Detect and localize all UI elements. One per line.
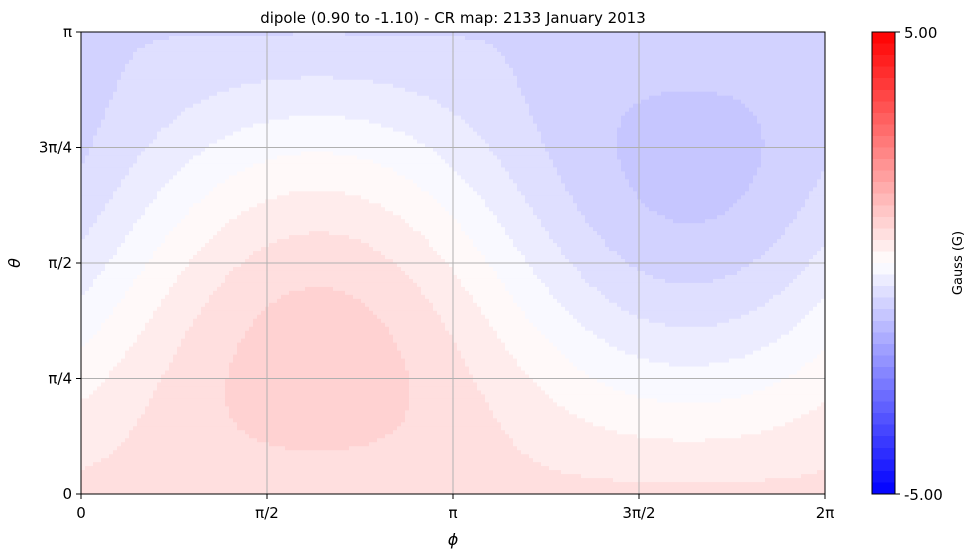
x-axis: 0 π/2 π 3π/2 2π [76, 494, 834, 522]
x-tick-label: π/2 [255, 504, 279, 522]
x-tick-label: 0 [76, 504, 86, 522]
colorbar-label: Gauss (G) [951, 231, 966, 295]
chart-title: dipole (0.90 to -1.10) - CR map: 2133 Ja… [260, 9, 646, 27]
y-tick-label: π [63, 23, 72, 41]
x-tick-label: 2π [816, 504, 835, 522]
y-tick-label: π/2 [48, 254, 72, 272]
x-axis-label: ϕ [448, 530, 459, 549]
colorbar-max-label: 5.00 [904, 24, 937, 42]
y-tick-label: 3π/4 [39, 139, 72, 157]
y-axis-label: θ [5, 258, 24, 268]
y-axis: 0 π/4 π/2 3π/4 π [39, 23, 81, 503]
colorbar: 5.00 -5.00 Gauss (G) [871, 24, 966, 504]
colorbar-gradient [871, 31, 896, 495]
colorbar-min-label: -5.00 [904, 486, 943, 504]
heatmap-field [81, 32, 825, 494]
y-tick-label: π/4 [48, 370, 72, 388]
y-tick-label: 0 [62, 485, 72, 503]
x-tick-label: 3π/2 [622, 504, 655, 522]
x-tick-label: π [448, 504, 457, 522]
